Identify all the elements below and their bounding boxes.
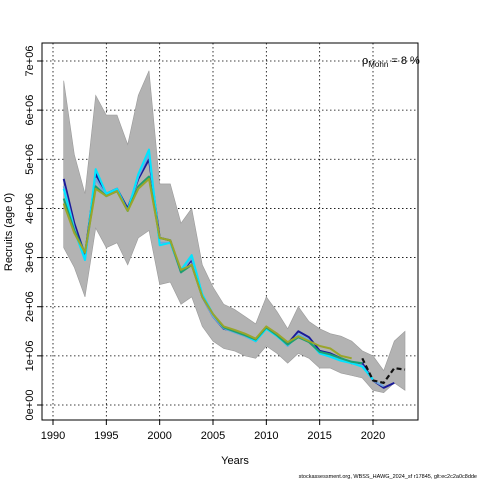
x-tick-label: 2015 — [307, 430, 331, 442]
y-tick-label: 5e+06 — [24, 144, 36, 175]
y-tick-label: 0e+00 — [24, 390, 36, 421]
y-tick-label: 1e+06 — [24, 340, 36, 371]
x-axis-ticks: 1990 1995 2000 2005 2010 2015 2020 — [41, 420, 385, 442]
confidence-band — [63, 70, 406, 394]
mohn-rho-annotation: ρMohn = 8 % — [362, 55, 420, 69]
series-line-5 — [62, 177, 352, 360]
y-tick-label: 7e+06 — [24, 46, 36, 77]
y-tick-label: 3e+06 — [24, 242, 36, 273]
y-tick-label: 4e+06 — [24, 193, 36, 224]
ci-band-area — [63, 70, 406, 394]
y-tick-label: 6e+06 — [24, 95, 36, 126]
series-lines — [62, 148, 406, 389]
rho-symbol: ρ — [362, 55, 368, 67]
rho-subscript: Mohn — [368, 60, 388, 69]
series-line-6 — [361, 357, 406, 384]
x-axis-title: Years — [221, 455, 249, 467]
watermark: stockassessment.org, WBSS_HAWG_2024_sf r… — [299, 474, 477, 480]
x-tick-label: 1995 — [94, 430, 118, 442]
x-tick-label: 2000 — [147, 430, 171, 442]
y-axis-ticks: 0e+00 1e+06 2e+06 3e+06 4e+06 5e+06 6e+06 7e+06 — [24, 46, 42, 421]
y-axis-title: Recruits (age 0) — [3, 193, 15, 271]
x-tick-label: 1990 — [41, 430, 65, 442]
x-tick-label: 2010 — [254, 430, 278, 442]
x-tick-label: 2005 — [201, 430, 225, 442]
rho-value: = 8 % — [388, 55, 420, 67]
x-tick-label: 2020 — [361, 430, 385, 442]
y-tick-label: 2e+06 — [24, 291, 36, 322]
plot-frame — [41, 42, 419, 421]
